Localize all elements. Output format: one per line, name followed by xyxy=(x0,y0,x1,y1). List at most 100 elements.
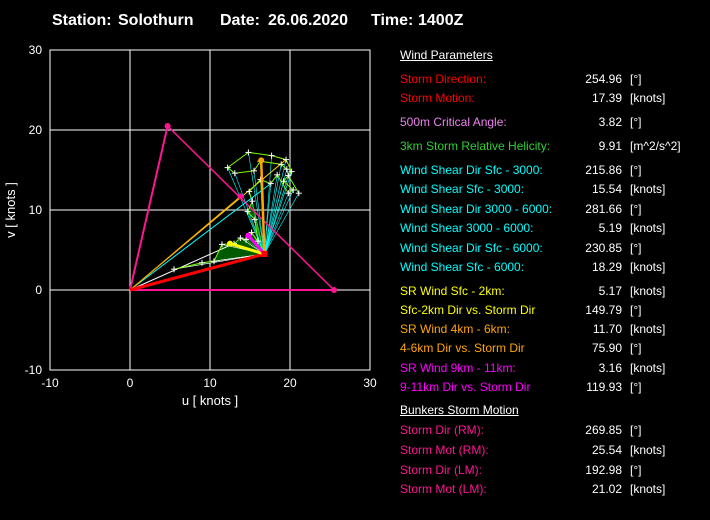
storm-relative-vector xyxy=(264,164,282,255)
x-tick-label: 20 xyxy=(283,376,297,390)
wind-param-unit: [°] xyxy=(630,72,642,86)
helicity-area xyxy=(174,191,265,270)
storm-relative-vector xyxy=(264,171,292,255)
wind-param-unit: [°] xyxy=(630,241,642,255)
wind-param-label: Wind Shear Dir Sfc - 6000: xyxy=(400,241,543,255)
wind-param-unit: [knots] xyxy=(630,284,666,298)
shear-vector-sfc-3km xyxy=(129,183,272,291)
storm-relative-vector xyxy=(264,193,289,255)
wind-param-unit: [knots] xyxy=(630,361,666,375)
wind-param-label: 500m Critical Angle: xyxy=(400,115,507,129)
wind-param-label: SR Wind Sfc - 2km: xyxy=(400,284,505,298)
wind-param-unit: [°] xyxy=(630,115,642,129)
bunkers-deviation-line xyxy=(167,125,335,291)
wind-param-row: SR Wind 4km - 6km: 11.70 [knots] xyxy=(400,322,700,338)
wind-param-row: 4-6km Dir vs. Storm Dir 75.90 [°] xyxy=(400,341,700,357)
x-tick-label: -10 xyxy=(41,376,59,390)
wind-param-row: Wind Shear Dir Sfc - 6000: 230.85 [°] xyxy=(400,241,700,257)
x-tick-label: 0 xyxy=(127,376,134,390)
wind-param-row: Storm Direction: 254.96 [°] xyxy=(400,72,700,88)
wind-param-value: 3.16 xyxy=(598,361,622,375)
wind-param-label: Sfc-2km Dir vs. Storm Dir xyxy=(400,303,536,317)
shear-vector-sfc-1km xyxy=(129,243,235,291)
y-tick-label: 30 xyxy=(29,43,43,57)
wind-param-label: Wind Shear Dir Sfc - 3000: xyxy=(400,163,543,177)
bunkers-unit: [°] xyxy=(630,463,642,477)
wind-param-value: 17.39 xyxy=(591,91,622,105)
mean-wind-marker xyxy=(237,193,244,200)
left-mover-vector xyxy=(129,125,169,291)
sr-wind-sfc-2km-vector xyxy=(229,242,265,256)
storm-relative-vector xyxy=(264,189,294,255)
wind-param-value: 9.91 xyxy=(598,139,622,153)
wind-param-value: 15.54 xyxy=(591,182,622,196)
wind-param-value: 5.17 xyxy=(598,284,622,298)
wind-param-unit: [°] xyxy=(630,303,642,317)
wind-param-unit: [°] xyxy=(630,341,642,355)
wind-param-row: SR Wind Sfc - 2km: 5.17 [knots] xyxy=(400,284,700,300)
wind-param-value: 3.82 xyxy=(598,115,622,129)
wind-param-label: Wind Shear Sfc - 3000: xyxy=(400,182,525,196)
wind-param-unit: [°] xyxy=(630,202,642,216)
bunkers-value: 21.02 xyxy=(591,482,622,496)
bunkers-unit: [°] xyxy=(630,423,642,437)
storm-relative-vector xyxy=(264,174,278,255)
x-axis-label: u [ knots ] xyxy=(182,393,238,408)
bunkers-label: Storm Dir (LM): xyxy=(400,463,482,477)
x-tick-label: 30 xyxy=(363,376,377,390)
wind-param-value: 215.86 xyxy=(585,163,622,177)
y-tick-label: -10 xyxy=(25,363,43,377)
header: Station: Solothurn Date: 26.06.2020 Time… xyxy=(0,12,710,34)
wind-param-row: 3km Storm Relative Helicity: 9.91 [m^2/s^2… xyxy=(400,139,700,155)
km9-11-mean-marker xyxy=(245,232,252,239)
wind-param-row: Wind Shear Sfc - 3000: 15.54 [knots] xyxy=(400,182,700,198)
wind-param-unit: [knots] xyxy=(630,182,666,196)
bunkers-row: Storm Dir (RM): 269.85 [°] xyxy=(400,423,700,439)
bunkers-label: Storm Dir (RM): xyxy=(400,423,484,437)
wind-parameters-title: Wind Parameters xyxy=(400,48,493,62)
bunkers-value: 269.85 xyxy=(585,423,622,437)
storm-relative-vector xyxy=(264,193,300,255)
wind-param-value: 149.79 xyxy=(585,303,622,317)
wind-param-label: SR Wind 4km - 6km: xyxy=(400,322,511,336)
bunkers-unit: [knots] xyxy=(630,482,666,496)
y-tick-label: 0 xyxy=(35,283,42,297)
wind-param-label: Storm Motion: xyxy=(400,91,475,105)
date-label: Date: xyxy=(220,12,261,29)
wind-param-label: Wind Shear Sfc - 6000: xyxy=(400,260,525,274)
wind-param-value: 281.66 xyxy=(585,202,622,216)
wind-param-label: 9-11km Dir vs. Storm Dir xyxy=(400,380,531,394)
wind-param-label: 3km Storm Relative Helicity: xyxy=(400,139,551,153)
bunkers-row: Storm Mot (RM): 25.54 [knots] xyxy=(400,443,700,459)
station-name: Solothurn xyxy=(118,12,194,29)
wind-param-value: 18.29 xyxy=(591,260,622,274)
wind-param-label: Wind Shear Dir 3000 - 6000: xyxy=(400,202,553,216)
wind-param-unit: [knots] xyxy=(630,221,666,235)
wind-param-row: Wind Shear Sfc - 6000: 18.29 [knots] xyxy=(400,260,700,276)
time-label: Time: xyxy=(371,12,414,29)
storm-relative-vector xyxy=(264,159,287,255)
bunkers-title: Bunkers Storm Motion xyxy=(400,403,519,417)
bunkers-unit: [knots] xyxy=(630,443,666,457)
sr-wind-4-6km-vector xyxy=(259,160,266,255)
bunkers-label: Storm Mot (LM): xyxy=(400,482,487,496)
storm-relative-vector xyxy=(248,152,265,255)
wind-param-label: Storm Direction: xyxy=(400,72,487,86)
x-tick-label: 10 xyxy=(203,376,217,390)
storm-relative-vector xyxy=(264,169,288,255)
left-mover-marker xyxy=(164,123,171,129)
wind-param-row: 9-11km Dir vs. Storm Dir 119.93 [°] xyxy=(400,380,700,396)
sr-wind-9-11km-vector xyxy=(247,234,266,255)
km4-6-mean-marker xyxy=(258,157,265,164)
bunkers-value: 192.98 xyxy=(585,463,622,477)
storm-motion-vector xyxy=(129,252,265,292)
storm-motion-marker xyxy=(261,251,268,257)
y-axis-label: v [ knots ] xyxy=(3,182,18,238)
wind-param-value: 11.70 xyxy=(592,322,622,336)
wind-param-label: Wind Shear 3000 - 6000: xyxy=(400,221,534,235)
wind-param-value: 230.85 xyxy=(585,241,622,255)
wind-param-row: 500m Critical Angle: 3.82 [°] xyxy=(400,115,700,131)
y-tick-label: 20 xyxy=(29,123,43,137)
wind-param-unit: [knots] xyxy=(630,322,666,336)
wind-param-unit: [knots] xyxy=(630,91,666,105)
